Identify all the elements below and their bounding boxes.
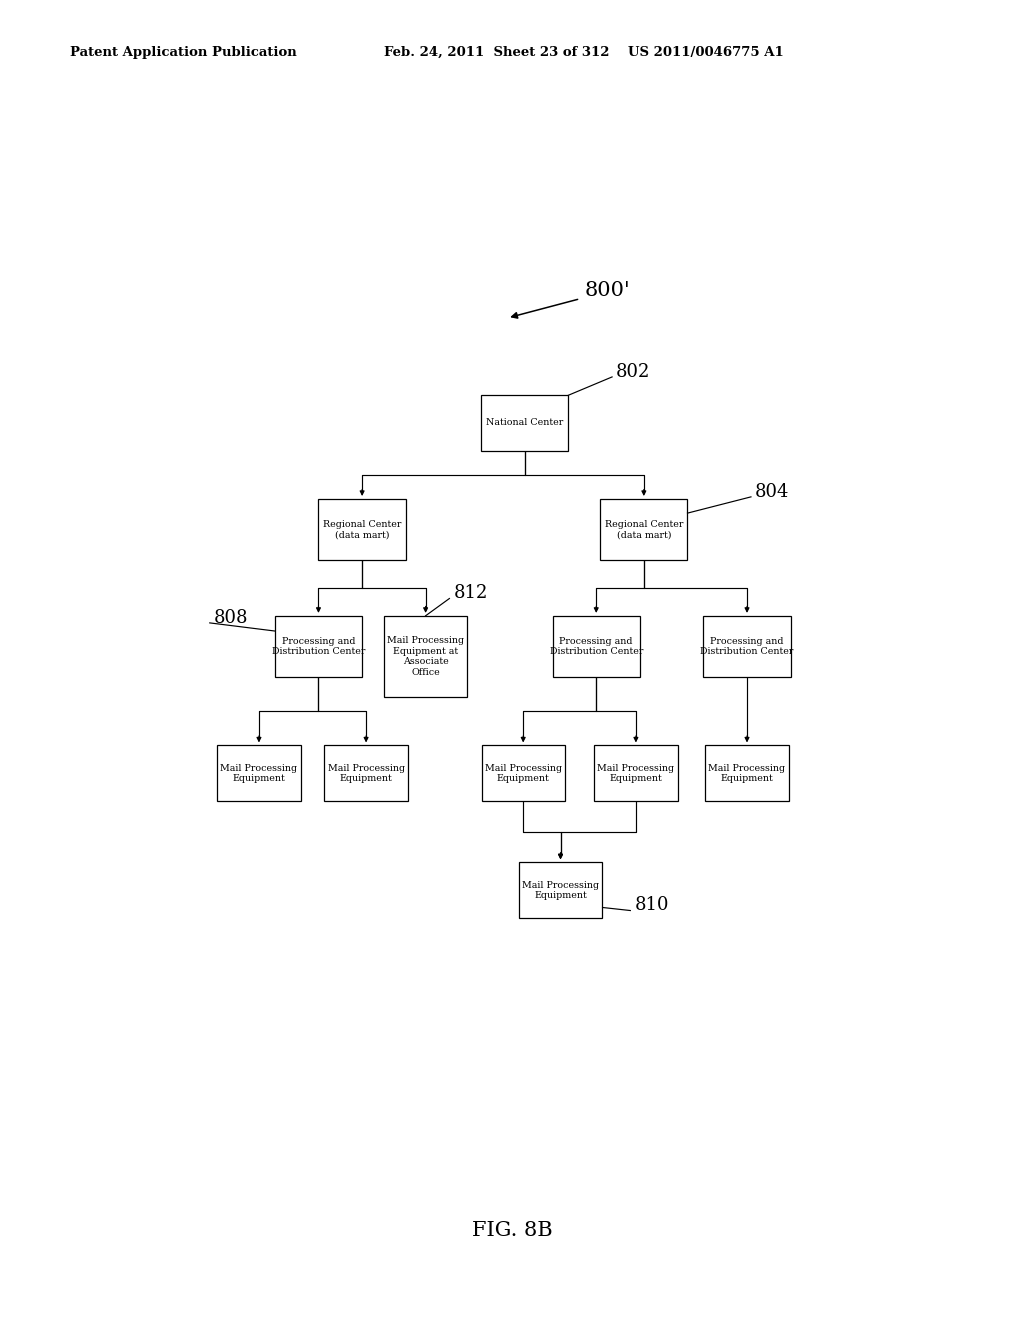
Text: FIG. 8B: FIG. 8B: [472, 1221, 552, 1239]
Text: Mail Processing
Equipment: Mail Processing Equipment: [328, 764, 404, 783]
Bar: [594, 746, 678, 801]
Text: Mail Processing
Equipment: Mail Processing Equipment: [522, 880, 599, 900]
Text: 804: 804: [755, 483, 790, 500]
Text: Processing and
Distribution Center: Processing and Distribution Center: [550, 636, 643, 656]
Bar: [481, 746, 565, 801]
Text: National Center: National Center: [486, 418, 563, 428]
Text: 802: 802: [616, 363, 650, 381]
Text: 808: 808: [214, 609, 248, 627]
Text: Processing and
Distribution Center: Processing and Distribution Center: [700, 636, 794, 656]
Text: Mail Processing
Equipment: Mail Processing Equipment: [220, 764, 298, 783]
Text: 800': 800': [585, 281, 630, 300]
Text: Mail Processing
Equipment: Mail Processing Equipment: [597, 764, 675, 783]
Text: 810: 810: [634, 896, 669, 915]
Text: Regional Center
(data mart): Regional Center (data mart): [323, 520, 401, 539]
Text: Mail Processing
Equipment: Mail Processing Equipment: [484, 764, 562, 783]
Bar: [600, 499, 687, 560]
Bar: [325, 746, 408, 801]
Text: Regional Center
(data mart): Regional Center (data mart): [604, 520, 683, 539]
Text: Mail Processing
Equipment at
Associate
Office: Mail Processing Equipment at Associate O…: [387, 636, 464, 677]
Text: Feb. 24, 2011  Sheet 23 of 312    US 2011/0046775 A1: Feb. 24, 2011 Sheet 23 of 312 US 2011/00…: [384, 46, 783, 59]
Text: 812: 812: [454, 585, 487, 602]
Bar: [384, 615, 467, 697]
Bar: [481, 395, 568, 450]
Bar: [706, 746, 788, 801]
Bar: [703, 615, 791, 677]
Bar: [519, 862, 602, 919]
Text: Mail Processing
Equipment: Mail Processing Equipment: [709, 764, 785, 783]
Bar: [217, 746, 301, 801]
Text: Patent Application Publication: Patent Application Publication: [70, 46, 296, 59]
Bar: [318, 499, 406, 560]
Text: Processing and
Distribution Center: Processing and Distribution Center: [271, 636, 366, 656]
Bar: [553, 615, 640, 677]
Bar: [274, 615, 362, 677]
